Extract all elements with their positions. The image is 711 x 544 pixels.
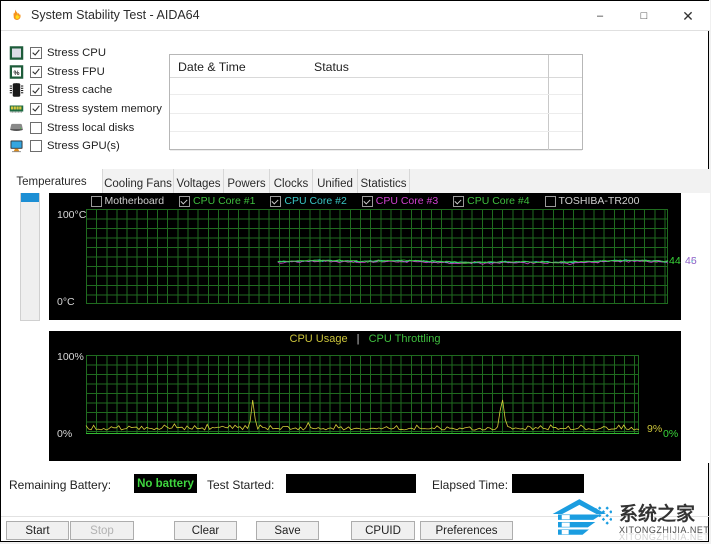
svg-text:%: % [13,70,19,77]
